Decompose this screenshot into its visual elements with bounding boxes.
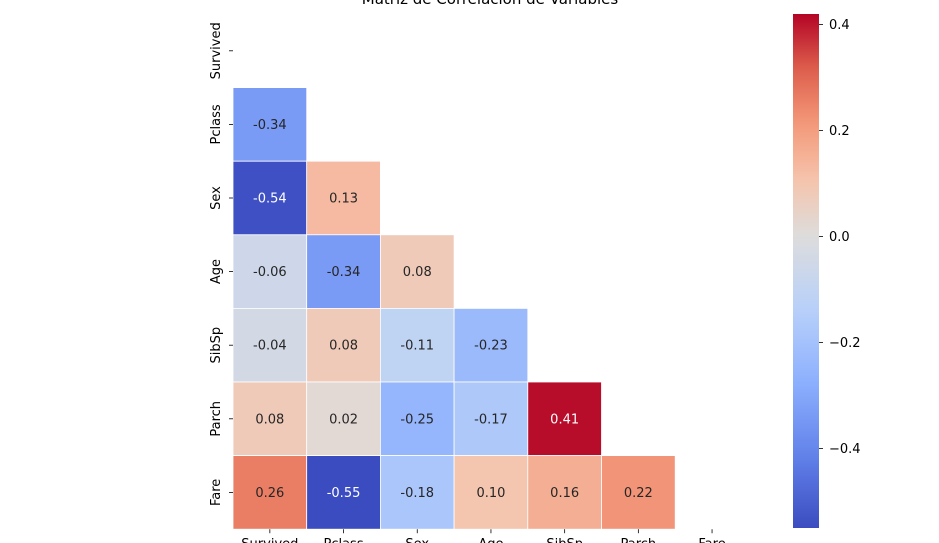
x-axis: Survived Pclass Sex Age SibSp Parch Fare <box>241 529 726 543</box>
cell-value-label: 0.08 <box>403 265 432 280</box>
cell-value-label: 0.13 <box>329 192 358 207</box>
heatmap-cell-sex-pclass <box>306 160 381 236</box>
cell-value-label: 0.26 <box>255 486 284 501</box>
x-tick-label-fare: Fare <box>698 537 725 543</box>
heatmap-cells: -0.34 -0.54 0.13 -0.06 -0.34 0.08 -0.04 0.08 -0.… <box>232 87 676 530</box>
cell-value-label: -0.25 <box>400 412 434 427</box>
heatmap-cell-age-sex <box>379 234 455 309</box>
colorbar: 0.4 0.2 0.0 −0.2 −0.4 <box>793 14 861 528</box>
cell-value-label: -0.18 <box>400 486 434 501</box>
cell-value-label: -0.54 <box>253 192 287 207</box>
heatmap-cell-fare-parch <box>601 455 676 530</box>
heatmap-cell-sex-survived <box>232 160 308 236</box>
cell-value-label: -0.06 <box>253 265 287 280</box>
cell-value-label: -0.04 <box>253 339 287 354</box>
x-tick-label-pclass: Pclass <box>323 537 363 543</box>
cell-value-label: 0.08 <box>329 339 358 354</box>
heatmap-cell-age-survived <box>232 234 308 309</box>
y-tick-label-pclass: Pclass <box>209 104 224 144</box>
cell-value-label: -0.55 <box>327 486 361 501</box>
y-tick-label-age: Age <box>209 259 224 284</box>
heatmap-cell-parch-age <box>453 381 529 456</box>
y-axis: Survived Pclass Sex Age SibSp Parch Fare <box>209 22 233 506</box>
cell-value-label: -0.11 <box>400 339 434 354</box>
heatmap-cell-pclass-survived <box>232 87 308 162</box>
cell-value-label: 0.02 <box>329 412 358 427</box>
cell-value-label: 0.10 <box>476 486 505 501</box>
cell-value-label: -0.34 <box>253 118 287 133</box>
colorbar-tick-label: 0.4 <box>829 18 850 33</box>
heatmap-cell-fare-pclass <box>306 455 381 530</box>
y-tick-label-parch: Parch <box>209 401 224 437</box>
cell-value-label: 0.41 <box>550 412 579 427</box>
cell-value-label: 0.08 <box>255 412 284 427</box>
x-tick-label-survived: Survived <box>241 537 298 543</box>
heatmap-cell-parch-sibsp <box>527 381 602 456</box>
heatmap-cell-fare-sex <box>379 455 455 530</box>
chart-title: Matriz de Correlación de Variables <box>362 0 619 8</box>
y-tick-label-sex: Sex <box>209 186 224 210</box>
heatmap-cell-age-pclass <box>306 234 381 309</box>
colorbar-tick-label: −0.2 <box>829 336 861 351</box>
y-tick-label-survived: Survived <box>209 22 224 79</box>
x-tick-label-parch: Parch <box>621 537 657 543</box>
x-tick-label-sex: Sex <box>405 537 429 543</box>
heatmap-cell-parch-sex <box>379 381 455 456</box>
x-tick-label-age: Age <box>478 537 503 543</box>
x-tick-label-sibsp: SibSp <box>546 537 583 543</box>
cell-value-label: 0.22 <box>624 486 653 501</box>
heatmap-cell-fare-sibsp <box>527 455 602 530</box>
heatmap-cell-sibsp-age <box>453 307 529 383</box>
colorbar-tick-label: 0.2 <box>829 124 850 139</box>
cell-value-label: -0.17 <box>474 412 508 427</box>
colorbar-ticks: 0.4 0.2 0.0 −0.2 −0.4 <box>819 18 861 457</box>
cell-value-label: -0.23 <box>474 339 508 354</box>
heatmap-cell-fare-age <box>453 455 529 530</box>
heatmap-cell-parch-pclass <box>306 381 381 456</box>
colorbar-gradient <box>793 14 819 528</box>
colorbar-tick-label: 0.0 <box>829 230 850 245</box>
cell-value-label: 0.16 <box>550 486 579 501</box>
y-tick-label-sibsp: SibSp <box>209 327 224 364</box>
y-tick-label-fare: Fare <box>209 479 224 506</box>
heatmap-cell-sibsp-pclass <box>306 307 381 383</box>
colorbar-tick-label: −0.4 <box>829 442 861 457</box>
cell-value-label: -0.34 <box>327 265 361 280</box>
